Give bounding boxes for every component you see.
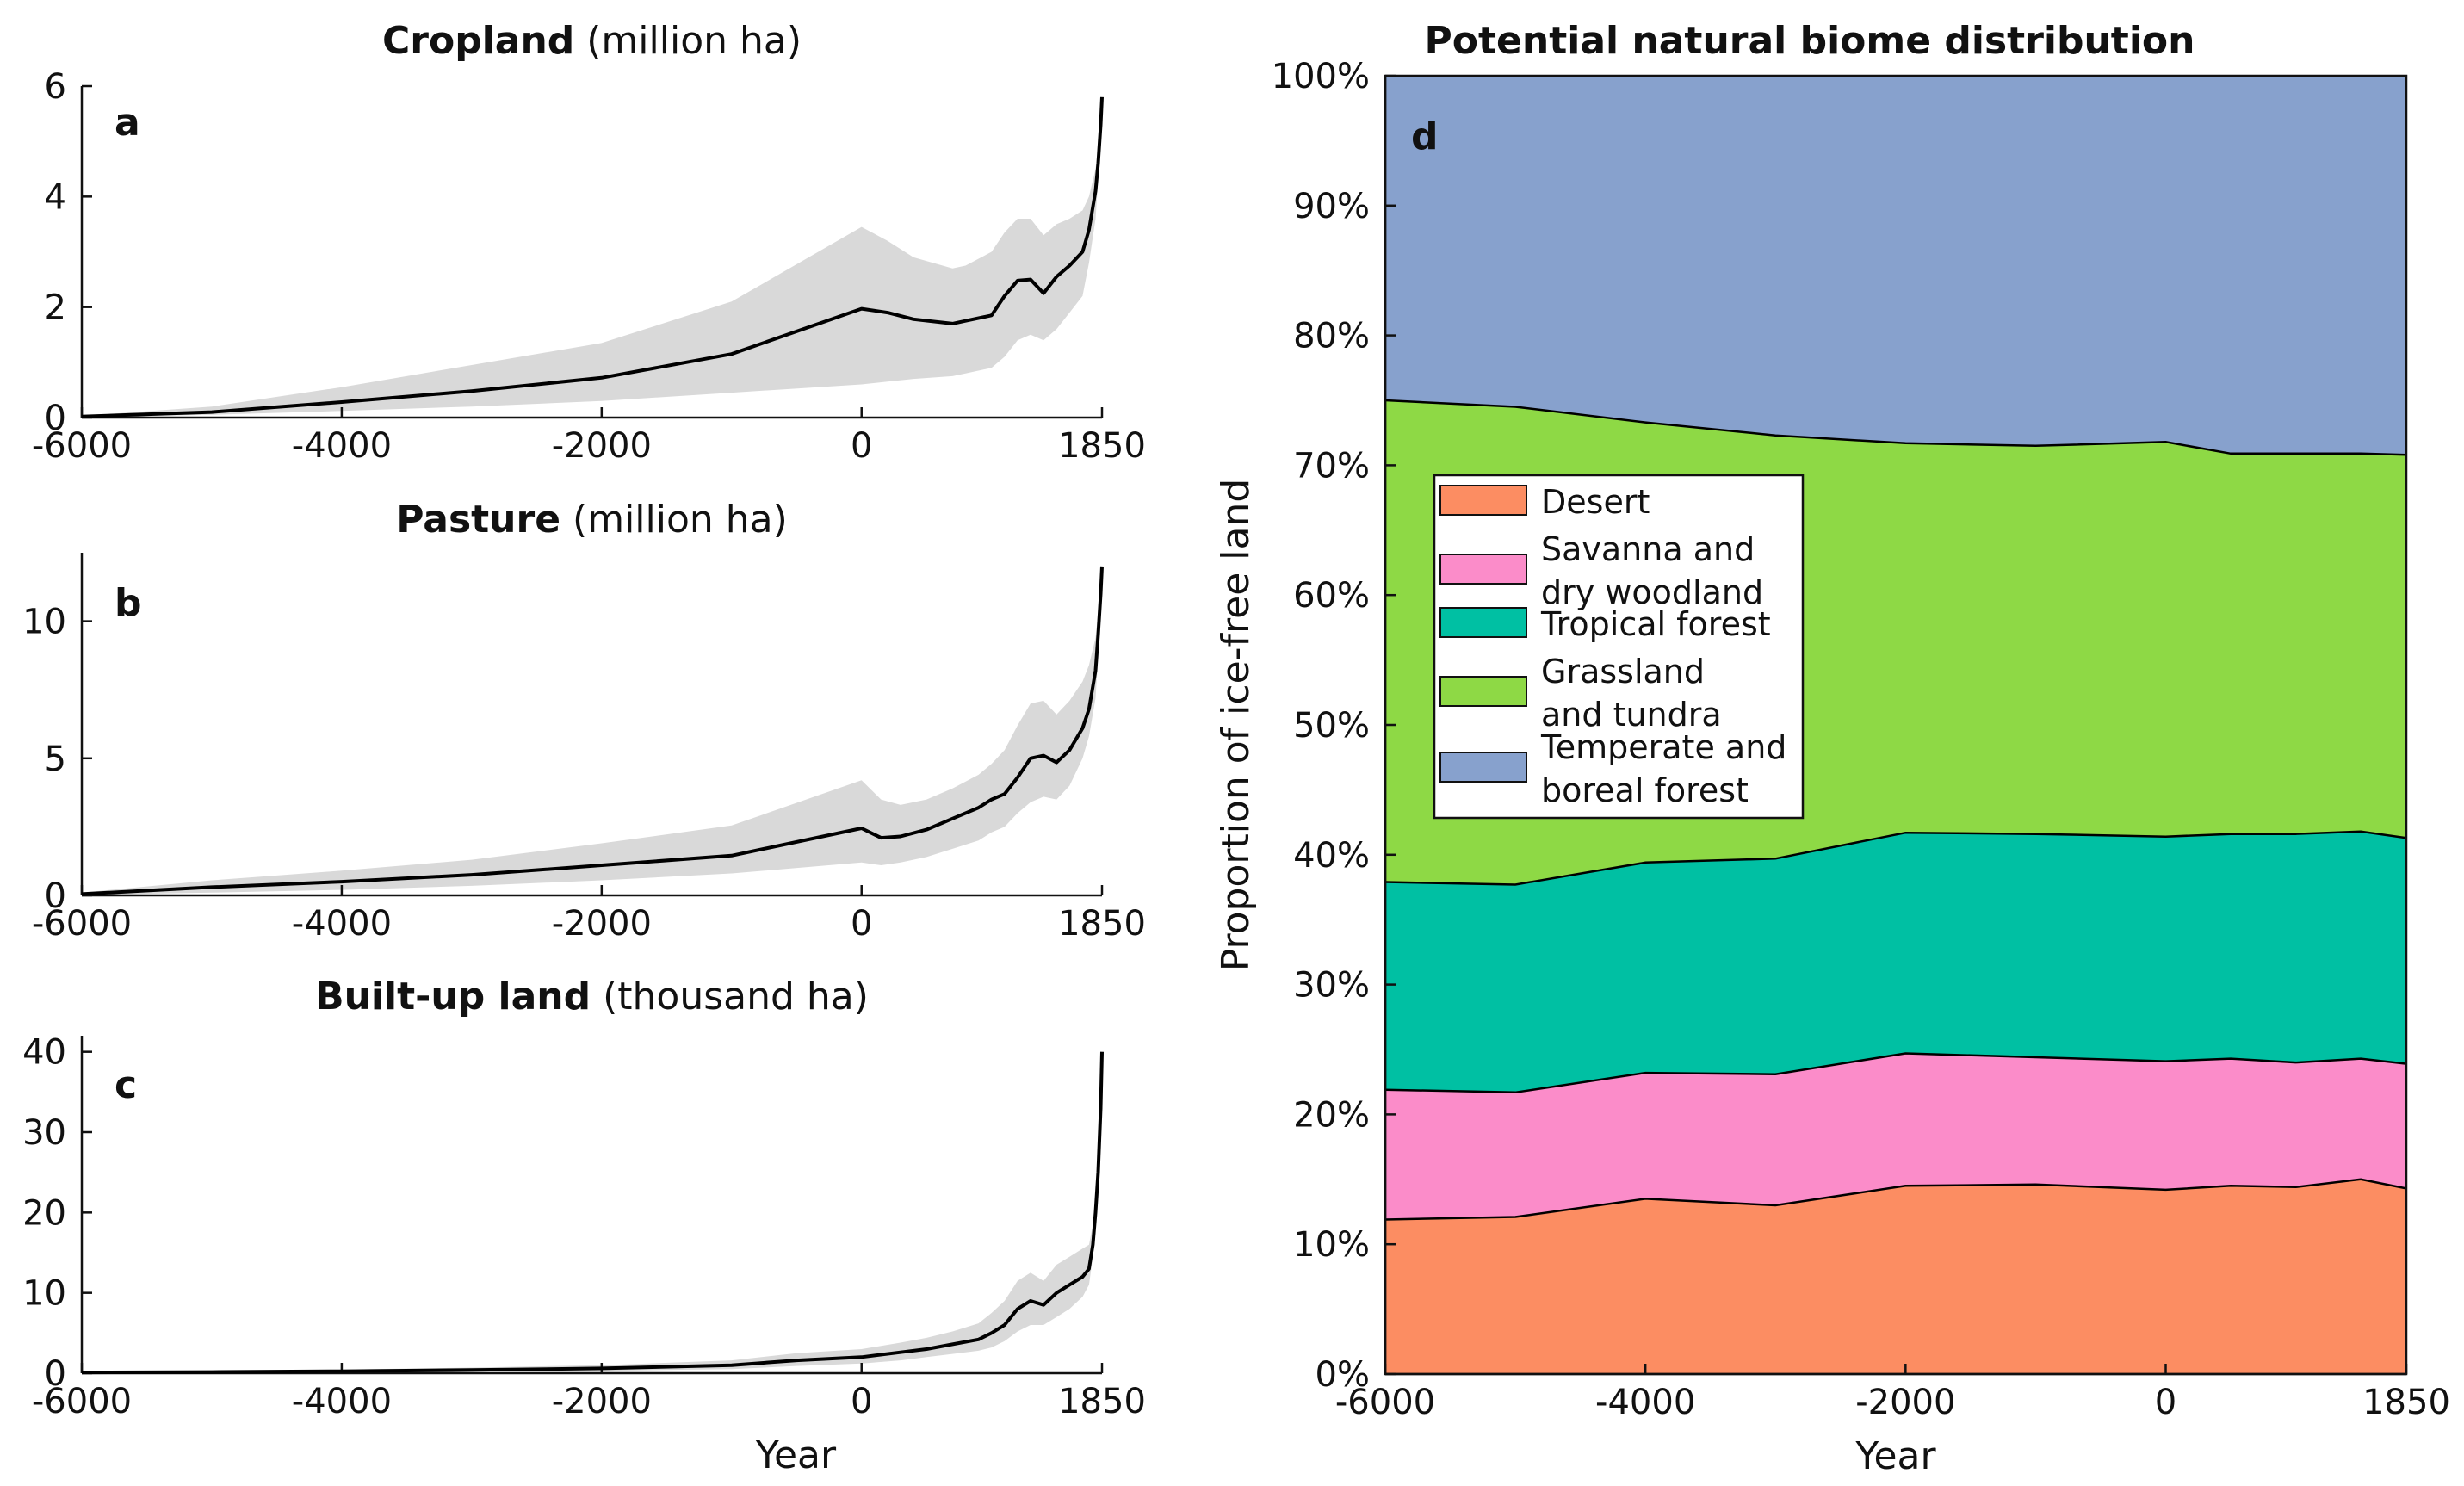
chart-title-unit: (thousand ha) — [591, 975, 869, 1019]
legend-label: dry woodland — [1541, 573, 1763, 611]
median-line — [81, 96, 1104, 418]
y-tick-label: 5 — [45, 740, 66, 779]
legend-label: Tropical forest — [1540, 605, 1771, 643]
y-tick-label: 10% — [1293, 1225, 1370, 1265]
y-tick-label: 10 — [22, 1274, 66, 1314]
chart-title: Built-up land (thousand ha) — [315, 975, 869, 1019]
boundary-line — [1384, 830, 2407, 886]
x-tick-label: -2000 — [1855, 1383, 1955, 1422]
x-tick-label: 0 — [851, 904, 872, 944]
x-tick-label: 0 — [851, 426, 872, 466]
x-tick-label: -2000 — [552, 904, 652, 944]
legend-swatch — [1439, 752, 1527, 783]
chart-title: Pasture (million ha) — [396, 498, 788, 542]
y-tick-label: 30% — [1293, 966, 1370, 1006]
x-tick-label: -4000 — [292, 1382, 392, 1421]
y-tick-label: 0 — [45, 399, 66, 438]
legend-label: Savanna and — [1541, 530, 1755, 568]
y-tick-label: 90% — [1293, 187, 1370, 226]
area-temperate-and-boreal-forest — [1385, 76, 2406, 455]
x-tick-label: -4000 — [292, 904, 392, 944]
y-tick-label: 20 — [22, 1193, 66, 1233]
uncertainty-band — [82, 566, 1102, 895]
y-tick-label: 0% — [1316, 1355, 1370, 1395]
panel-letter: a — [115, 101, 140, 145]
chart-title: Cropland (million ha) — [382, 19, 802, 63]
x-axis-label: Year — [1854, 1434, 1936, 1478]
x-tick-label: 1850 — [1058, 426, 1146, 466]
x-tick-label: -6000 — [1335, 1383, 1435, 1422]
y-tick-label: 10 — [22, 603, 66, 642]
legend-swatch — [1439, 676, 1527, 707]
boundary-line — [1384, 1178, 2407, 1221]
area-savanna-and-dry-woodland — [1385, 1053, 2406, 1220]
x-tick-label: -6000 — [32, 426, 132, 466]
chart-title-main: Built-up land — [315, 975, 591, 1019]
x-tick-label: 0 — [851, 1382, 872, 1421]
panel-a: -6000 -4000 -2000 0 1850 0 2 4 6 Cropland (millio… — [32, 19, 1146, 466]
legend-label: Grassland — [1541, 653, 1705, 690]
boundary-line — [1384, 1052, 2407, 1094]
y-tick-label: 20% — [1293, 1095, 1370, 1135]
x-axis-label: Year — [755, 1433, 837, 1477]
boundary-line — [1384, 399, 2407, 456]
x-tick-label: -2000 — [552, 1382, 652, 1421]
median-line — [81, 1051, 1104, 1375]
chart-title-unit: (million ha) — [574, 19, 802, 63]
panel-letter: b — [115, 581, 142, 625]
y-tick-label: 6 — [45, 67, 66, 107]
x-tick-label: -4000 — [292, 426, 392, 466]
x-tick-label: -4000 — [1595, 1383, 1695, 1422]
chart-title-main: Cropland — [382, 19, 574, 63]
y-tick-label: 50% — [1293, 706, 1370, 746]
x-tick-label: -6000 — [32, 904, 132, 944]
median-line — [81, 566, 1104, 896]
x-tick-label: -2000 — [552, 426, 652, 466]
uncertainty-band — [82, 1051, 1102, 1373]
y-tick-label: 40 — [22, 1033, 66, 1073]
y-tick-label: 70% — [1293, 446, 1370, 486]
panel-letter: c — [115, 1063, 137, 1107]
y-tick-label: 30 — [22, 1113, 66, 1153]
area-desert — [1385, 1179, 2406, 1374]
chart-title-main: Pasture — [396, 498, 560, 542]
x-tick-label: 1850 — [1058, 1382, 1146, 1421]
legend-swatch — [1439, 485, 1527, 516]
legend-label: Desert — [1541, 483, 1650, 521]
panel-c: -6000 -4000 -2000 0 1850 0 10 20 30 40 Built-up la… — [22, 975, 1146, 1477]
x-tick-label: -6000 — [32, 1382, 132, 1421]
x-tick-label: 0 — [2155, 1383, 2176, 1422]
panel-d: -6000 -4000 -2000 0 1850 0% 10% 20% 30% 40% 50% 60%… — [1214, 19, 2450, 1478]
legend-swatch — [1439, 554, 1527, 585]
area-tropical-forest — [1385, 831, 2406, 1093]
x-tick-label: 1850 — [2362, 1383, 2450, 1422]
legend-label: Temperate and — [1540, 728, 1786, 766]
legend-label: boreal forest — [1541, 771, 1749, 809]
y-tick-label: 60% — [1293, 576, 1370, 616]
x-tick-label: 1850 — [1058, 904, 1146, 944]
uncertainty-band — [82, 96, 1102, 418]
y-tick-label: 0 — [45, 876, 66, 916]
y-tick-label: 40% — [1293, 836, 1370, 876]
y-tick-label: 80% — [1293, 317, 1370, 356]
chart-title: Potential natural biome distribution — [1425, 19, 2195, 63]
panel-letter: d — [1411, 115, 1439, 158]
y-tick-label: 4 — [45, 177, 66, 217]
y-tick-label: 2 — [45, 288, 66, 328]
y-tick-label: 0 — [45, 1354, 66, 1394]
legend-swatch — [1439, 607, 1527, 638]
chart-title-unit: (million ha) — [560, 498, 788, 542]
panel-b: -6000 -4000 -2000 0 1850 0 5 10 Pasture (million… — [22, 498, 1146, 944]
y-axis-label: Proportion of ice-free land — [1214, 479, 1258, 972]
y-tick-label: 100% — [1272, 57, 1370, 96]
legend-label: and tundra — [1541, 696, 1722, 734]
